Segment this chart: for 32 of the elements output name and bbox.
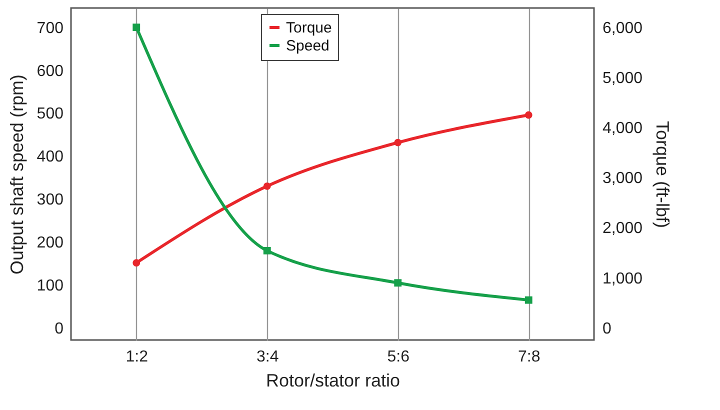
y-tick-label: 400 <box>36 148 64 166</box>
x-axis-title: Rotor/stator ratio <box>266 370 400 390</box>
x-tick-label: 3:4 <box>256 348 279 366</box>
y2-tick-label: 0 <box>602 320 612 338</box>
x-tick-label: 5:6 <box>387 348 410 366</box>
point <box>394 279 402 287</box>
point <box>263 246 271 254</box>
point <box>132 24 140 32</box>
y2-tick-label: 3,000 <box>602 170 643 188</box>
y-axis-title: Output shaft speed (rpm) <box>6 74 27 275</box>
legend-label: Torque <box>286 20 332 36</box>
y2-tick-label: 4,000 <box>602 120 643 138</box>
y-tick-label: 100 <box>36 278 64 295</box>
y2-tick-label: 2,000 <box>602 220 643 238</box>
point <box>524 111 532 119</box>
point <box>132 259 140 267</box>
x-tick-label: 1:2 <box>126 348 148 366</box>
point <box>524 296 532 304</box>
y2-tick-label: 6,000 <box>602 20 643 37</box>
y-tick-label: 500 <box>36 106 64 123</box>
y-tick-label: 700 <box>36 20 64 37</box>
y2-tick-label: 5,000 <box>602 70 643 87</box>
y-tick-label: 0 <box>54 320 64 338</box>
y-tick-label: 200 <box>36 234 64 252</box>
legend-label: Speed <box>286 38 330 54</box>
y-tick-label: 300 <box>36 192 64 209</box>
y-tick-label: 600 <box>36 62 64 80</box>
point <box>394 138 402 146</box>
y2-tick-label: 1,000 <box>602 270 643 288</box>
y2-axis-title: Torque (ft-lbf) <box>652 120 673 228</box>
x-tick-label: 7:8 <box>518 348 540 366</box>
point <box>263 182 271 190</box>
